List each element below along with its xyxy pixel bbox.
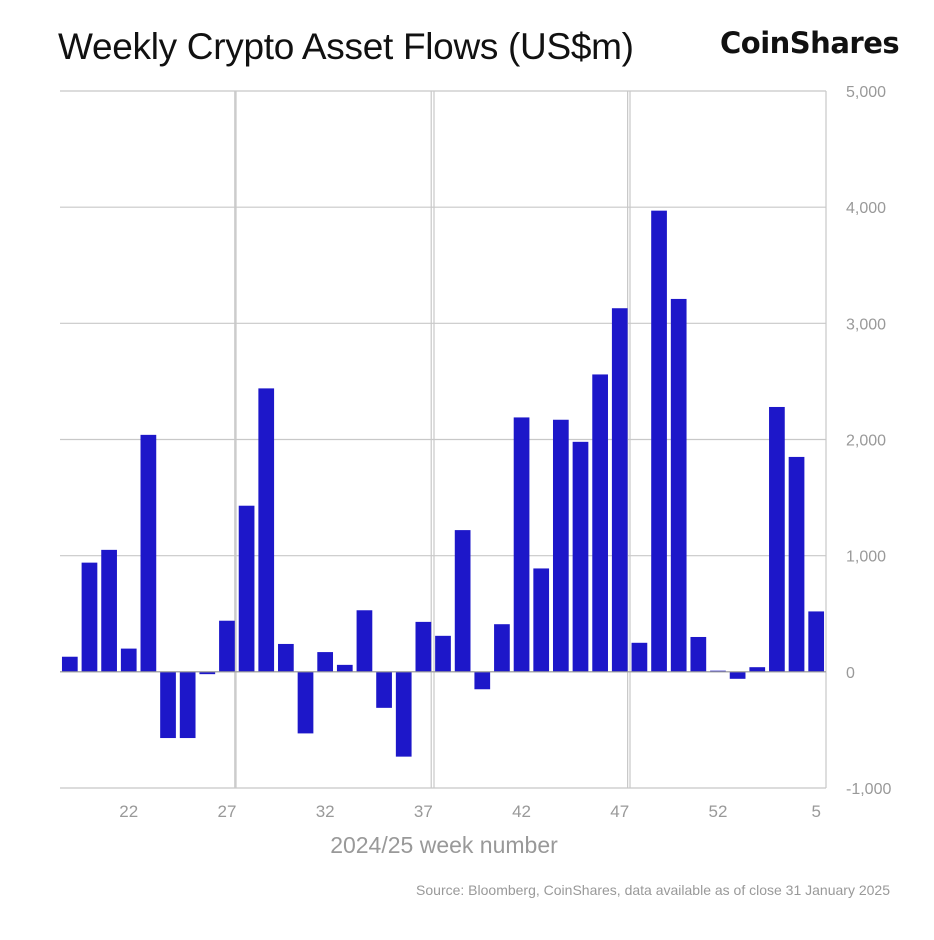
bar-week-36: [395, 671, 412, 757]
bar-week-28: [238, 505, 255, 672]
bar-week-20: [81, 562, 98, 672]
bar-week-50: [670, 298, 687, 672]
x-tick-label: 42: [512, 802, 531, 821]
bar-week-21: [101, 549, 117, 672]
bar-week-1: [729, 671, 746, 679]
bar-week-44: [552, 419, 569, 672]
x-tick-label: 27: [217, 802, 236, 821]
chart-title: Weekly Crypto Asset Flows (US$m): [58, 26, 634, 67]
source-note: Source: Bloomberg, CoinShares, data avai…: [416, 882, 890, 898]
x-tick-label: 37: [414, 802, 433, 821]
bar-week-4: [788, 456, 805, 672]
bar-week-42: [513, 417, 530, 672]
bar-week-29: [258, 388, 275, 672]
bar-week-19: [61, 656, 78, 672]
bar-chart: 5,000 4,000 3,000 2,000 1,000 0 -1,000 22 27 32 3…: [60, 84, 891, 858]
x-tick-label: 47: [610, 802, 629, 821]
coinshares-logo: CoinShares: [720, 26, 900, 60]
bar-week-48: [631, 642, 648, 672]
bar-week-3: [769, 406, 785, 672]
bar-week-22: [120, 648, 137, 672]
y-axis-tick-labels: 5,000 4,000 3,000 2,000 1,000 0 -1,000: [846, 84, 891, 798]
y-tick-label: 5,000: [846, 84, 886, 101]
x-tick-label: 5: [811, 802, 820, 821]
bar-week-5: [808, 611, 825, 672]
bar-week-46: [592, 374, 608, 672]
bar-series: [60, 210, 826, 757]
bar-week-38: [435, 635, 451, 672]
bar-week-27: [219, 620, 235, 672]
bar-week-26: [199, 671, 216, 675]
bar-week-2: [749, 667, 766, 672]
x-tick-label: 32: [316, 802, 335, 821]
y-tick-label: -1,000: [846, 781, 891, 798]
y-tick-label: 2,000: [846, 433, 886, 450]
x-axis-tick-labels: 22 27 32 37 42 47 52 5: [119, 802, 821, 821]
bar-week-41: [494, 624, 510, 672]
bar-week-35: [376, 671, 392, 708]
bar-week-40: [474, 671, 491, 690]
bar-week-31: [297, 671, 314, 734]
y-tick-label: 4,000: [846, 200, 886, 217]
bar-week-39: [454, 530, 471, 672]
x-tick-label: 52: [709, 802, 728, 821]
bar-week-37: [415, 621, 432, 672]
bar-week-30: [278, 643, 294, 672]
bar-week-51: [690, 636, 707, 672]
x-axis-label: 2024/25 week number: [330, 832, 558, 858]
bar-week-25: [179, 671, 196, 739]
bar-week-23: [140, 434, 157, 672]
bar-week-32: [317, 652, 334, 672]
bar-week-24: [160, 671, 176, 739]
bar-week-43: [533, 568, 550, 672]
bar-week-47: [611, 308, 628, 672]
bar-week-33: [336, 664, 353, 672]
y-tick-label: 1,000: [846, 549, 886, 566]
y-tick-label: 0: [846, 665, 855, 682]
bar-week-49: [651, 210, 667, 672]
bar-week-34: [356, 610, 373, 672]
x-tick-label: 22: [119, 802, 138, 821]
y-tick-label: 3,000: [846, 316, 886, 333]
bar-week-45: [572, 441, 589, 672]
